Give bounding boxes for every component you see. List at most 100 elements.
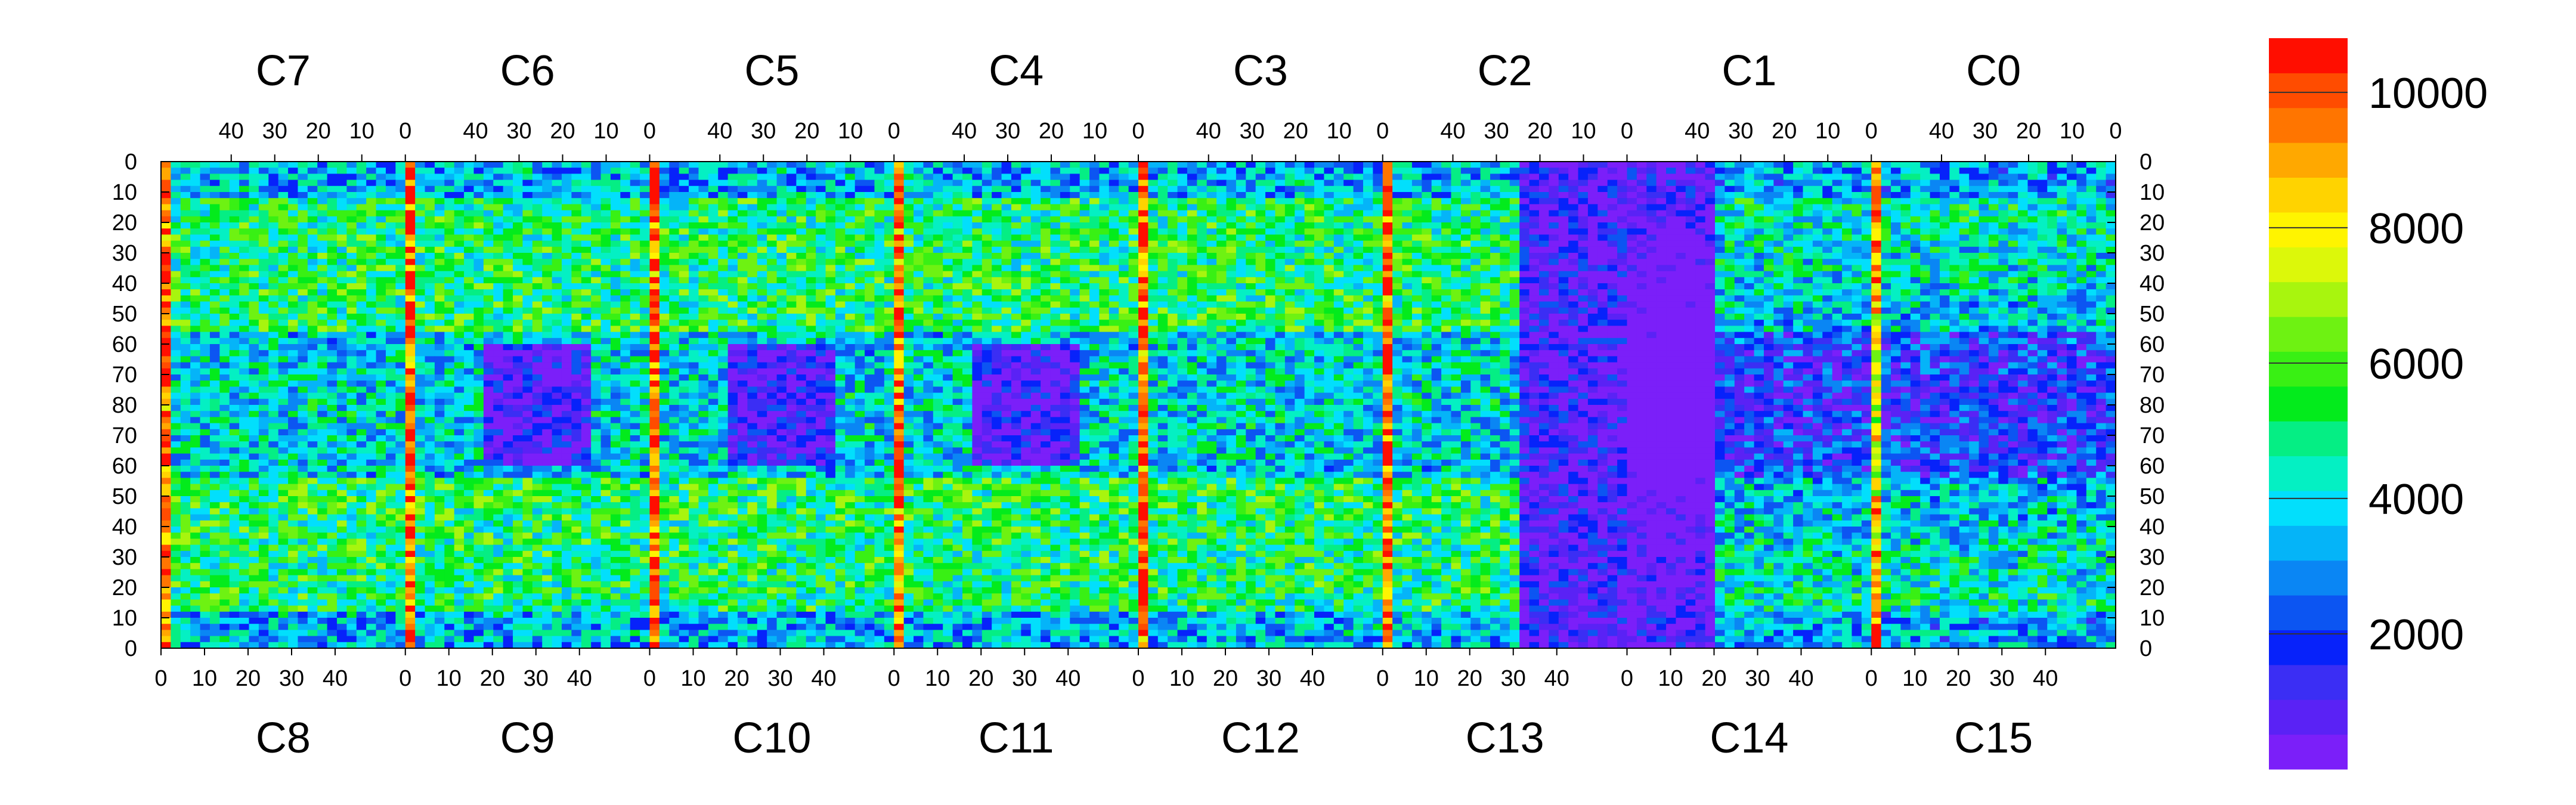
bottom-tick-label: 40 xyxy=(1788,666,1813,691)
left-tick-label: 50 xyxy=(112,302,137,327)
bottom-tick-label: 30 xyxy=(767,666,792,691)
bottom-tick-label: 30 xyxy=(1745,666,1770,691)
colorbar-tick-label: 6000 xyxy=(2368,340,2464,388)
bottom-tick-label: 20 xyxy=(1213,666,1238,691)
colorbar-swatch xyxy=(2269,143,2348,178)
top-tick-label: 10 xyxy=(593,119,618,144)
top-section-label: C7 xyxy=(256,47,311,95)
top-tick-label: 0 xyxy=(1376,119,1389,144)
bottom-tick-label: 0 xyxy=(643,666,656,691)
bottom-tick-label: 40 xyxy=(2033,666,2058,691)
bottom-tick-label: 40 xyxy=(811,666,836,691)
left-tick-label: 20 xyxy=(112,210,137,236)
top-tick-label: 40 xyxy=(1440,119,1465,144)
right-tick-label: 30 xyxy=(2140,241,2165,266)
colorbar-swatch xyxy=(2269,351,2348,386)
right-tick-label: 70 xyxy=(2140,423,2165,448)
bottom-tick-label: 20 xyxy=(1701,666,1726,691)
colorbar-swatch xyxy=(2269,525,2348,561)
top-tick-label: 40 xyxy=(707,119,732,144)
bottom-section-label: C14 xyxy=(1710,714,1788,762)
top-section-label: C1 xyxy=(1722,47,1776,95)
top-tick-label: 40 xyxy=(952,119,977,144)
right-tick-label: 40 xyxy=(2140,515,2165,540)
top-section-label: C0 xyxy=(1966,47,2021,95)
top-tick-label: 10 xyxy=(2060,119,2085,144)
top-tick-label: 30 xyxy=(1484,119,1509,144)
colorbar-swatch xyxy=(2269,699,2348,735)
bottom-tick-label: 10 xyxy=(1902,666,1927,691)
top-tick-label: 10 xyxy=(1815,119,1840,144)
bottom-tick-label: 40 xyxy=(1300,666,1325,691)
bottom-tick-label: 30 xyxy=(1989,666,2014,691)
bottom-tick-label: 10 xyxy=(925,666,950,691)
top-section-label: C3 xyxy=(1233,47,1288,95)
right-tick-label: 70 xyxy=(2140,363,2165,388)
top-tick-label: 30 xyxy=(1240,119,1265,144)
top-tick-label: 10 xyxy=(1327,119,1352,144)
bottom-tick-label: 0 xyxy=(1621,666,1633,691)
bottom-tick-label: 30 xyxy=(1501,666,1526,691)
top-tick-label: 10 xyxy=(838,119,863,144)
colorbar-swatch xyxy=(2269,561,2348,596)
right-tick-label: 80 xyxy=(2140,393,2165,418)
top-section-label: C5 xyxy=(744,47,799,95)
right-tick-label: 10 xyxy=(2140,180,2165,205)
top-tick-label: 10 xyxy=(349,119,374,144)
top-tick-label: 30 xyxy=(995,119,1020,144)
top-tick-label: 0 xyxy=(888,119,900,144)
bottom-tick-label: 10 xyxy=(680,666,705,691)
colorbar-swatch xyxy=(2269,317,2348,352)
colorbar-swatch xyxy=(2269,386,2348,422)
right-tick-label: 50 xyxy=(2140,302,2165,327)
bottom-tick-label: 20 xyxy=(1457,666,1482,691)
bottom-section-label: C13 xyxy=(1466,714,1544,762)
bottom-tick-label: 0 xyxy=(154,666,167,691)
top-tick-label: 20 xyxy=(306,119,331,144)
bottom-tick-label: 20 xyxy=(480,666,505,691)
top-tick-label: 30 xyxy=(751,119,776,144)
bottom-tick-label: 10 xyxy=(436,666,462,691)
right-tick-label: 40 xyxy=(2140,271,2165,296)
left-tick-label: 0 xyxy=(125,636,137,661)
right-tick-label: 50 xyxy=(2140,484,2165,509)
top-tick-label: 40 xyxy=(219,119,244,144)
top-tick-label: 20 xyxy=(1772,119,1797,144)
bottom-section-label: C11 xyxy=(979,714,1054,762)
left-tick-label: 70 xyxy=(112,363,137,388)
colorbar-swatch xyxy=(2269,73,2348,108)
left-tick-label: 10 xyxy=(112,606,137,631)
bottom-tick-label: 30 xyxy=(524,666,549,691)
colorbar-swatch xyxy=(2269,665,2348,700)
top-tick-label: 40 xyxy=(463,119,488,144)
bottom-tick-label: 0 xyxy=(1376,666,1389,691)
top-section-label: C4 xyxy=(989,47,1044,95)
colorbar-swatch xyxy=(2269,38,2348,73)
bottom-section-label: C8 xyxy=(256,714,311,762)
top-tick-label: 40 xyxy=(1196,119,1221,144)
colorbar-swatch xyxy=(2269,491,2348,526)
top-tick-label: 10 xyxy=(1082,119,1107,144)
colorbar-swatch xyxy=(2269,108,2348,143)
left-tick-label: 30 xyxy=(112,241,137,266)
left-tick-label: 70 xyxy=(112,423,137,448)
top-tick-label: 0 xyxy=(643,119,656,144)
right-tick-label: 20 xyxy=(2140,210,2165,236)
bottom-tick-label: 30 xyxy=(1012,666,1037,691)
colorbar-tick-label: 2000 xyxy=(2368,611,2464,659)
top-tick-label: 20 xyxy=(1039,119,1064,144)
bottom-section-label: C10 xyxy=(732,714,811,762)
top-tick-label: 10 xyxy=(1571,119,1596,144)
top-tick-label: 20 xyxy=(1527,119,1552,144)
top-tick-label: 30 xyxy=(506,119,531,144)
colorbar-swatch xyxy=(2269,630,2348,665)
top-tick-label: 20 xyxy=(794,119,819,144)
left-tick-label: 60 xyxy=(112,332,137,357)
colorbar-swatch xyxy=(2269,595,2348,630)
bottom-section-label: C15 xyxy=(1954,714,2033,762)
right-tick-label: 10 xyxy=(2140,606,2165,631)
bottom-tick-label: 30 xyxy=(279,666,304,691)
top-tick-label: 0 xyxy=(1132,119,1144,144)
